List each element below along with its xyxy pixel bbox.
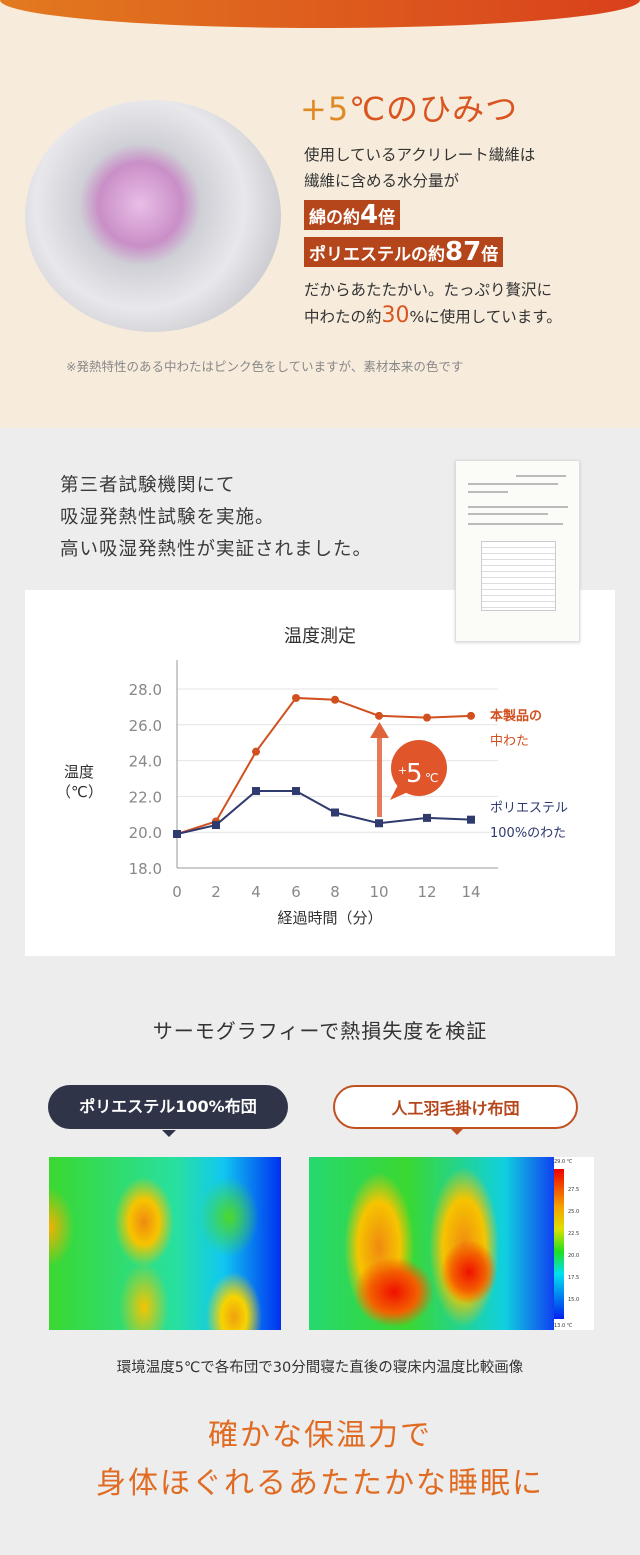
data-point [212,821,220,830]
test-intro: 第三者試験機関にて吸湿発熱性試験を実施。高い吸湿発熱性が実証されました。 [60,470,372,566]
badge-number: 5 [406,759,423,789]
text-line: 中わたの約30%に使用しています。 [304,303,562,328]
fiber-photo [25,100,281,332]
scale-label: 20.0 [568,1253,580,1259]
text-line: 第三者試験機関にて [60,475,236,496]
y-axis-label: 温度（℃） [56,763,103,801]
scale-label: 13.0 ℃ [554,1323,573,1329]
y-tick-label: 22.0 [129,788,162,806]
data-point [467,815,475,824]
legend-label: 本製品の [490,708,542,724]
title-plus: +5 [300,90,350,128]
x-axis-label: 経過時間（分） [277,909,382,927]
data-point [252,747,260,756]
chart-title: 温度測定 [284,626,356,647]
closing-message: 確かな保温力で身体ほぐれるあたたかな睡眠に [0,1412,640,1508]
data-point [252,787,260,796]
scale-bar [554,1169,564,1319]
data-point [173,829,181,838]
difference-arrow [377,735,382,817]
data-point [331,695,339,704]
legend-label: 100%のわた [490,826,566,841]
series-line [176,696,472,835]
closing-line: 確かな保温力で [208,1418,432,1453]
thermograph-artificial-down [309,1157,554,1330]
scale-label: 29.0 ℃ [554,1159,573,1165]
thermograph-polyester [49,1157,281,1330]
text-line: 使用しているアクリレート繊維は [304,146,536,164]
legend-label: 中わた [490,734,529,749]
text-line: だからあたたかい。たっぷり贅沢に [304,281,553,299]
title-rest: ℃のひみつ [349,90,519,128]
data-point [375,819,383,828]
text-line: 繊維に含める水分量が [304,172,460,190]
thermo-title: サーモグラフィーで熱損失度を検証 [152,1019,488,1043]
temperature-scale: 29.0 ℃ 27.5 25.0 22.5 20.0 17.5 15.0 13.0 ℃ [554,1157,594,1330]
plus5-badge [391,740,447,796]
badge-tail [390,785,408,800]
data-point [423,713,431,722]
scale-label: 25.0 [568,1209,580,1215]
y-tick-label: 20.0 [129,824,162,842]
color-note: ※発熱特性のある中わたはピンク色をしていますが、素材本来の色です [66,359,464,374]
temperature-chart: 18.0 20.0 22.0 24.0 26.0 28.0 0 2 4 6 8 10 12 14 経過時間（… [129,660,568,927]
closing-line: 身体ほぐれるあたたかな睡眠に [96,1466,544,1501]
legend-label: ポリエステル [490,801,568,816]
x-tick-label: 6 [291,883,301,901]
label-polyester-futon: ポリエステル100%布団 [48,1085,288,1137]
secret-text-1: 使用しているアクリレート繊維は 繊維に含める水分量が [304,142,535,194]
scale-label: 22.5 [568,1231,580,1237]
secret-title: +5℃のひみつ [300,84,518,130]
data-point [375,711,383,720]
y-tick-label: 24.0 [129,753,162,771]
data-point [331,808,339,817]
y-tick-label: 26.0 [129,717,162,735]
text-line: 高い吸湿発熱性が実証されました。 [60,539,373,560]
thermo-caption: 環境温度5℃で各布団で30分間寝た直後の寝床内温度比較画像 [116,1360,524,1376]
secret-section: +5℃のひみつ 使用しているアクリレート繊維は 繊維に含める水分量が 綿の約4倍 … [0,0,640,428]
x-tick-label: 8 [330,883,340,901]
data-point [423,813,431,822]
x-tick-label: 14 [461,883,480,901]
scale-label: 27.5 [568,1187,580,1193]
x-tick-label: 10 [369,883,388,901]
tag-cotton: 綿の約4倍 [304,200,401,230]
x-tick-label: 2 [211,883,221,901]
y-tick-label: 28.0 [129,681,162,699]
arrow-head [370,722,389,738]
chart-card [25,590,615,956]
series-line [176,790,472,835]
secret-text-2: だからあたたかい。たっぷり贅沢に中わたの約30%に使用しています。 [304,277,562,330]
x-tick-label: 0 [172,883,182,901]
label-artificial-down-futon: 人工羽毛掛け布団 [333,1085,578,1135]
scale-label: 15.0 [568,1297,580,1303]
data-point [292,693,300,702]
badge-unit: ℃ [425,771,438,785]
badge-plus: + [398,764,407,777]
scale-label: 17.5 [568,1275,580,1281]
y-tick-label: 18.0 [129,860,162,878]
x-tick-label: 4 [251,883,261,901]
tag-polyester: ポリエステルの約87倍 [304,237,504,267]
data-point [467,711,475,720]
text-line: 吸湿発熱性試験を実施。 [60,507,275,528]
data-point [292,787,300,796]
x-tick-label: 12 [417,883,436,901]
test-certificate-image [455,460,580,642]
